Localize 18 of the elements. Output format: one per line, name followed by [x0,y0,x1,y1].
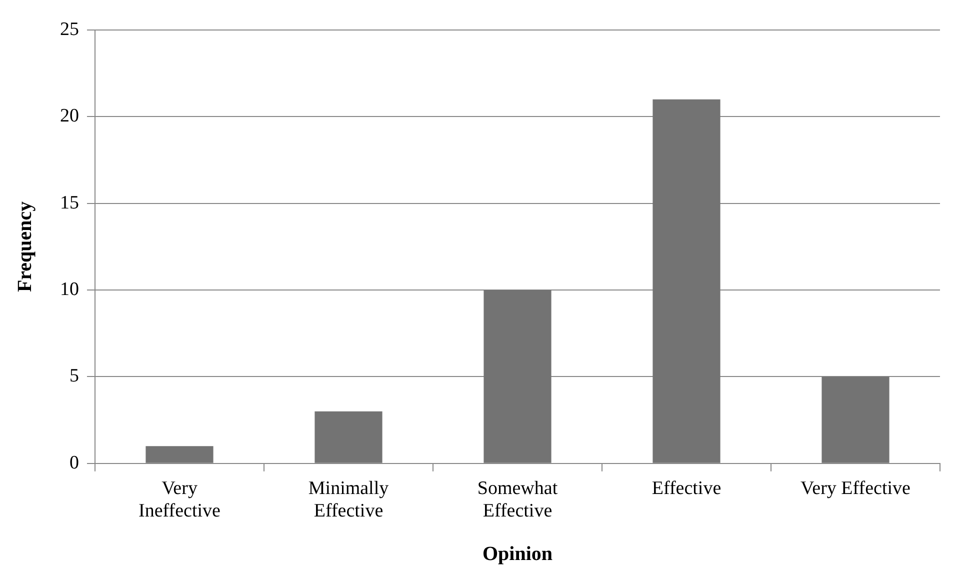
x-tick-label: Very Effective [800,478,910,499]
bar [652,99,720,463]
x-tick-label: Very Ineffective [138,478,220,522]
bar [146,446,214,463]
bar [484,290,552,463]
bar [314,411,382,463]
x-tick-label: Effective [652,478,722,499]
y-tick-label: 15 [60,192,79,214]
y-tick-label: 25 [60,18,79,40]
y-tick-label: 10 [60,279,79,300]
y-tick-label: 0 [70,452,79,474]
y-tick-label: 5 [70,366,79,387]
x-tick-label: Minimally Effective [308,478,390,522]
x-tick-label: Somewhat Effective [477,478,558,522]
y-tick-label: 20 [60,106,79,127]
bar [822,376,890,463]
y-axis-title: Frequency [14,201,36,292]
x-axis-title: Opinion [482,543,553,566]
